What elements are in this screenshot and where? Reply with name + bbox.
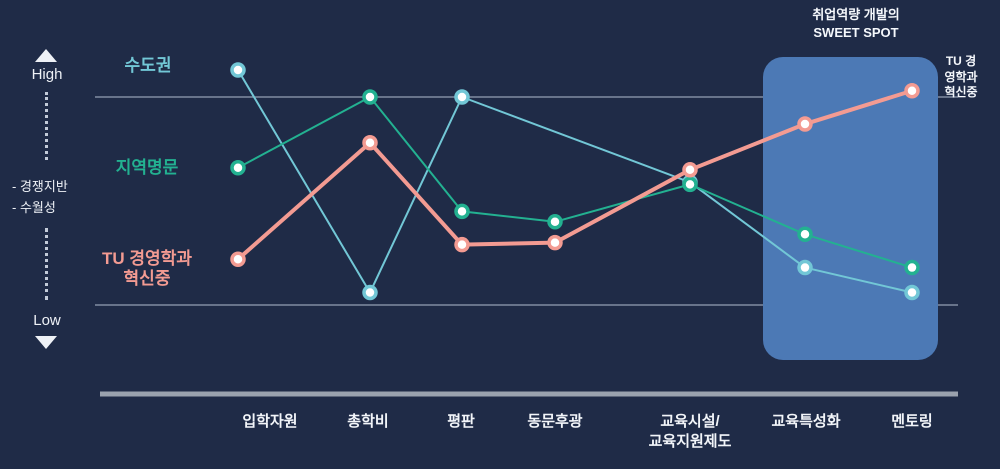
- sweet-spot-box: [763, 57, 938, 360]
- data-point-marker: [230, 62, 246, 78]
- data-point-marker: [797, 226, 813, 243]
- axis-up-arrow-icon: [35, 49, 57, 62]
- axis-high-label: High: [31, 66, 63, 83]
- data-point-marker: [904, 284, 920, 301]
- data-point-marker: [362, 135, 378, 151]
- series-label-sudogwon: 수도권: [124, 56, 172, 75]
- data-point-marker: [797, 116, 813, 132]
- category-label-3: 동문후광: [527, 413, 583, 430]
- category-label-4: 교육시설/ 교육지원제도: [648, 413, 732, 450]
- category-label-5: 교육특성화: [771, 413, 841, 430]
- category-label-6: 멘토링: [891, 413, 933, 430]
- sweet-spot-label: 취업역량 개발의 SWEET SPOT: [812, 7, 900, 40]
- data-point-marker: [547, 234, 563, 251]
- category-label-2: 평판: [447, 413, 475, 430]
- category-label-0: 입학자원: [242, 413, 298, 430]
- data-point-marker: [904, 259, 920, 276]
- axis-low-label: Low: [33, 312, 61, 329]
- axis-down-arrow-icon: [35, 336, 57, 349]
- data-point-marker: [230, 159, 246, 176]
- data-point-marker: [362, 284, 378, 301]
- data-point-marker: [797, 259, 813, 276]
- data-point-marker: [454, 203, 470, 220]
- data-point-marker: [454, 89, 470, 105]
- data-point-marker: [904, 83, 920, 99]
- tu-endpoint-annotation: TU 경영학과 혁신중: [944, 54, 978, 100]
- data-point-marker: [547, 214, 563, 230]
- data-point-marker: [454, 236, 470, 253]
- axis-dotted-line-bottom: [45, 228, 48, 300]
- data-point-marker: [362, 89, 378, 105]
- series-label-jiyeokmyeongmun: 지역명문: [115, 158, 179, 177]
- category-label-1: 총학비: [347, 413, 389, 430]
- axis-dotted-line-top: [45, 92, 48, 160]
- data-point-marker: [682, 176, 698, 193]
- data-point-marker: [230, 251, 246, 267]
- series-line-0: [237, 68, 913, 294]
- data-point-marker: [682, 162, 698, 178]
- series-label-tu: TU 경영학과 혁신중: [102, 249, 192, 289]
- axis-caption: - 경쟁지반 - 수월성: [12, 179, 68, 215]
